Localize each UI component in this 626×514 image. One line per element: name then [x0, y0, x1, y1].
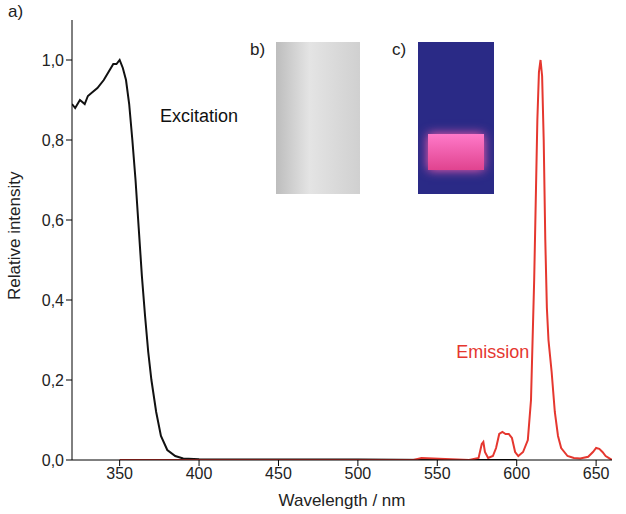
svg-text:0,2: 0,2	[42, 372, 64, 389]
svg-text:550: 550	[424, 465, 451, 482]
html-text:c): c)	[392, 40, 407, 59]
svg-text:500: 500	[345, 465, 372, 482]
svg-text:350: 350	[106, 465, 133, 482]
svg-text:450: 450	[265, 465, 292, 482]
svg-text:400: 400	[186, 465, 213, 482]
svg-text:0,4: 0,4	[42, 292, 64, 309]
html-text:a): a)	[8, 2, 24, 21]
svg-text:0,6: 0,6	[42, 212, 64, 229]
svg-text:Emission: Emission	[456, 342, 529, 362]
svg-text:0,0: 0,0	[42, 452, 64, 469]
svg-text:Relative intensity: Relative intensity	[5, 171, 24, 300]
svg-text:600: 600	[503, 465, 530, 482]
svg-text:650: 650	[583, 465, 610, 482]
svg-text:Wavelength / nm: Wavelength / nm	[279, 491, 406, 510]
svg-text:0,8: 0,8	[42, 132, 64, 149]
html-text:b): b)	[250, 40, 266, 59]
svg-text:Excitation: Excitation	[160, 106, 238, 126]
svg-text:1,0: 1,0	[42, 52, 64, 69]
